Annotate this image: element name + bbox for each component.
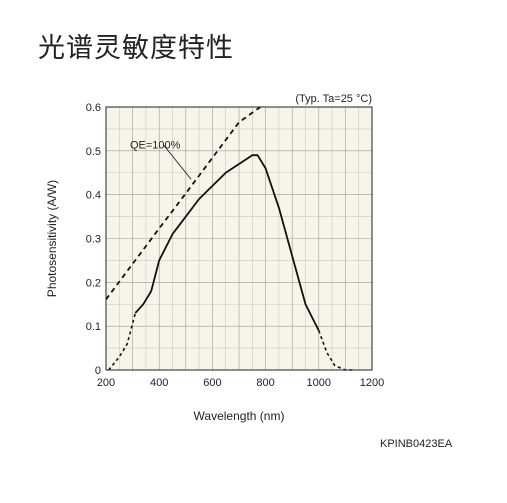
x-tick-label: 600	[203, 377, 221, 389]
x-tick-label: 400	[150, 377, 168, 389]
y-tick-label: 0.3	[86, 234, 101, 246]
x-tick-label: 200	[97, 377, 115, 389]
condition-note: (Typ. Ta=25 °C)	[295, 93, 372, 105]
qe-leader-line	[163, 145, 192, 180]
x-tick-label: 1200	[360, 377, 384, 389]
sensitivity-curve-uv-tail	[108, 312, 137, 371]
y-tick-label: 0.4	[86, 190, 101, 202]
y-tick-label: 0.1	[86, 321, 101, 333]
y-tick-label: 0.5	[86, 146, 101, 158]
x-tick-label: 800	[256, 377, 274, 389]
qe-leader-underline	[162, 144, 165, 146]
sensitivity-curve-ir-tail	[318, 330, 354, 371]
y-axis-label: Photosensitivity (A/W)	[45, 180, 59, 297]
y-tick-label: 0.6	[86, 102, 101, 114]
qe-label: QE=100%	[130, 140, 181, 152]
sensitivity-curve	[134, 154, 320, 332]
x-axis-label: Wavelength (nm)	[194, 409, 285, 423]
plot-frame	[105, 106, 373, 371]
qe-annotation: QE=100%	[130, 140, 192, 180]
x-tick-label: 1000	[307, 377, 331, 389]
figure-code: KPINB0423EA	[380, 438, 453, 450]
y-tick-label: 0.2	[86, 277, 101, 289]
page-title: 光谱灵敏度特性	[38, 33, 234, 64]
series-lines	[105, 106, 354, 371]
tick-labels: 200 400 600 800 1000 1200 0 0.1 0.2 0.3 0.4 0.5 0.6	[86, 102, 385, 389]
y-tick-label: 0	[95, 365, 101, 377]
grid-lines	[106, 107, 372, 370]
